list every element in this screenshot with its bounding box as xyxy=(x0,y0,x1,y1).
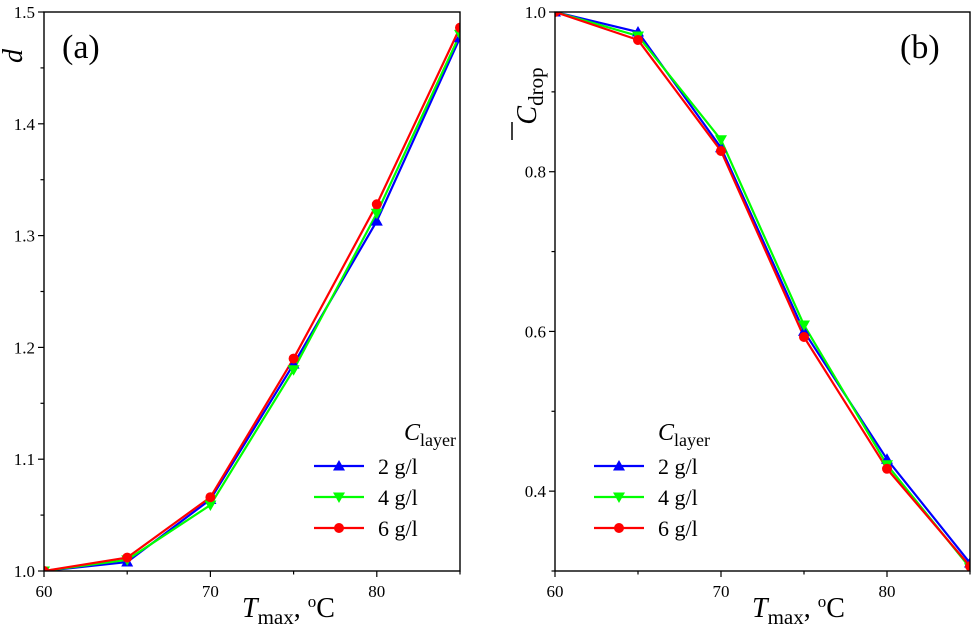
panel-label: (b) xyxy=(900,29,940,66)
svg-text:Cdrop: Cdrop xyxy=(512,67,548,124)
data-point xyxy=(715,135,727,146)
legend-entry: 6 g/l xyxy=(658,516,698,541)
legend-entry: 2 g/l xyxy=(378,454,418,479)
series-group xyxy=(44,22,460,571)
data-point xyxy=(716,145,726,156)
panel-a: 60 70 80 1.0 1.1 1.2 1.3 1.4 1.5 (a) Tmax, oC d Clay… xyxy=(0,3,461,629)
series-line-4-g-l xyxy=(555,12,970,569)
legend-marker xyxy=(613,492,625,503)
x-tick-label: 70 xyxy=(202,582,219,601)
data-point xyxy=(205,492,216,503)
data-point xyxy=(455,22,460,33)
legend-entry: 4 g/l xyxy=(378,485,418,510)
x-axis-label: Tmax, oC xyxy=(242,592,335,629)
y-tick-label: 0.6 xyxy=(525,322,546,341)
y-axis-label: d xyxy=(0,48,29,63)
legend: Clayer 2 g/l 4 g/l 6 g/l xyxy=(314,420,456,541)
data-point xyxy=(555,12,560,17)
y-tick-label: 1.4 xyxy=(14,115,36,134)
series-line-6-g-l xyxy=(555,12,970,567)
svg-text:d: d xyxy=(0,48,29,63)
data-point xyxy=(633,34,643,45)
data-point xyxy=(799,332,809,343)
panel-b: 60 70 80 0.4 0.6 0.8 1.0 (b) Tmax, oC Cdrop Clayer… xyxy=(511,3,971,629)
legend: Clayer 2 g/l 4 g/l 6 g/l xyxy=(594,420,710,541)
legend-marker xyxy=(614,523,624,533)
data-point xyxy=(44,566,49,571)
data-point xyxy=(288,353,299,364)
y-tick-label: 0.4 xyxy=(525,482,547,501)
x-tick-label: 80 xyxy=(368,582,385,601)
data-point xyxy=(798,320,810,332)
data-point xyxy=(882,463,892,474)
y-tick-label: 1.0 xyxy=(525,3,546,22)
y-tick-label: 0.8 xyxy=(525,163,546,182)
data-point xyxy=(965,561,970,571)
legend-marker xyxy=(333,492,345,503)
x-tick-label: 60 xyxy=(36,582,53,601)
series-line-2-g-l xyxy=(555,12,970,564)
y-tick-label: 1.3 xyxy=(14,227,35,246)
legend-marker xyxy=(613,460,625,471)
series-group xyxy=(555,12,970,571)
legend-entry: 2 g/l xyxy=(658,454,698,479)
legend-entry: 6 g/l xyxy=(378,516,418,541)
legend-title: Clayer xyxy=(404,420,456,450)
data-point xyxy=(370,215,383,226)
data-point xyxy=(371,199,382,210)
y-tick-label: 1.0 xyxy=(14,562,35,581)
y-tick-label: 1.5 xyxy=(14,3,35,22)
legend-title: Clayer xyxy=(658,420,710,450)
x-tick-label: 70 xyxy=(713,582,730,601)
plot-frame xyxy=(554,11,971,572)
x-tick-label: 80 xyxy=(879,582,896,601)
y-axis-label: Cdrop xyxy=(511,67,548,140)
series-line-6-g-l xyxy=(44,27,460,571)
data-point xyxy=(454,29,460,41)
series-line-4-g-l xyxy=(44,33,460,571)
legend-entry: 4 g/l xyxy=(658,485,698,510)
y-tick-label: 1.1 xyxy=(14,450,35,469)
x-tick-label: 60 xyxy=(547,582,564,601)
data-point xyxy=(287,365,300,376)
data-point xyxy=(122,552,133,563)
legend-marker xyxy=(334,523,344,533)
series-line-2-g-l xyxy=(44,37,460,571)
legend-marker xyxy=(333,460,345,471)
data-point xyxy=(204,500,217,512)
y-tick-label: 1.2 xyxy=(14,338,35,357)
data-point xyxy=(370,208,383,220)
x-axis-label: Tmax, oC xyxy=(752,592,845,629)
panel-label: (a) xyxy=(62,29,100,66)
